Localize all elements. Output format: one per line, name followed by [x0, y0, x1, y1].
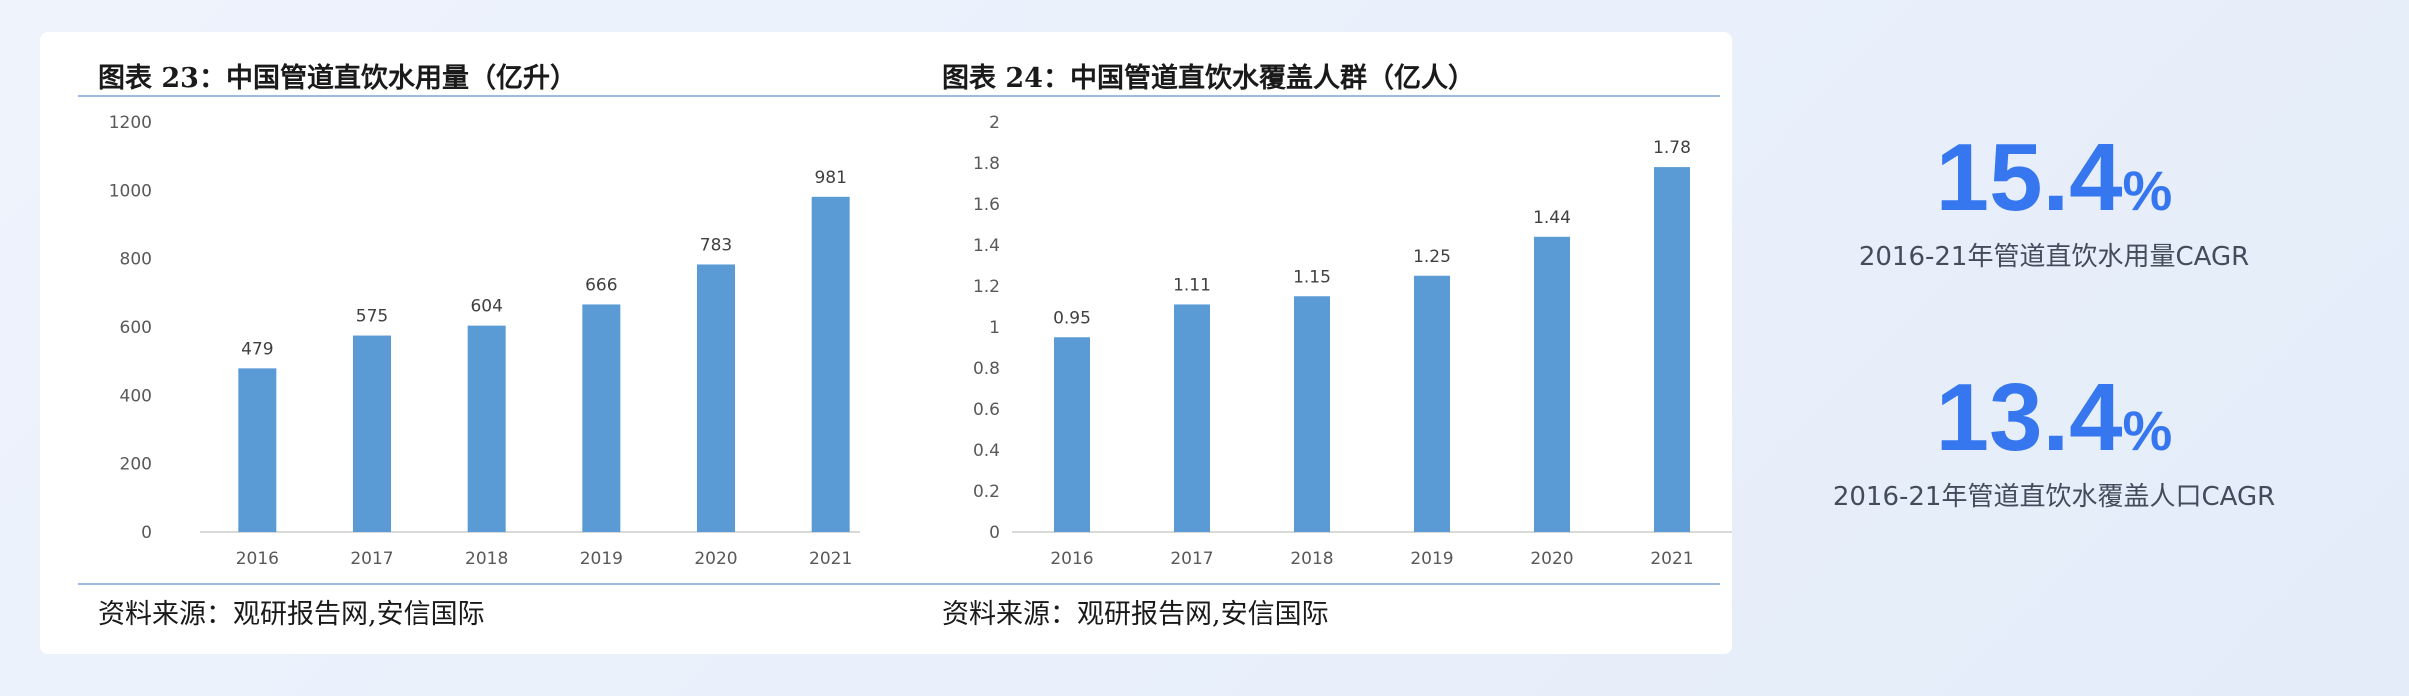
- bar: [467, 325, 506, 532]
- chart-title: 图表 24：中国管道直饮水覆盖人群（亿人）: [942, 63, 1475, 94]
- bar: [697, 264, 735, 532]
- bar: [582, 304, 621, 532]
- data-label: 575: [356, 307, 388, 327]
- chart-svg: 0 0.2 0.4 0.6 0.8 1 1.2 1.4 1.6 1.8 2 0.95 2016 1.11 2…: [860, 95, 1732, 585]
- y-tick-label: 1.6: [973, 195, 1000, 215]
- bar: [1414, 275, 1450, 532]
- y-tick-label: 400: [120, 386, 152, 406]
- x-tick-label: 2018: [1290, 549, 1333, 569]
- chart-water-usage: 图表 23：中国管道直饮水用量（亿升） 0 200 400 600 800 1000 120…: [40, 32, 860, 654]
- y-tick-label: 0.4: [973, 441, 1000, 461]
- y-tick-label: 0.2: [973, 482, 1000, 502]
- x-tick-label: 2019: [580, 549, 623, 569]
- y-tick-label: 600: [120, 318, 152, 338]
- bar: [1174, 304, 1210, 532]
- bar: [353, 335, 391, 532]
- bar: [1054, 337, 1090, 532]
- y-tick-label: 1.8: [973, 154, 1000, 174]
- x-tick-label: 2019: [1410, 549, 1453, 569]
- data-label: 1.11: [1173, 275, 1211, 295]
- stat-label: 2016-21年管道直饮水用量CAGR: [1858, 242, 2250, 272]
- x-tick-label: 2020: [1530, 549, 1573, 569]
- x-tick-label: 2017: [350, 549, 393, 569]
- y-tick-label: 0: [141, 523, 152, 543]
- bar: [238, 368, 277, 532]
- data-label: 1.15: [1293, 267, 1331, 287]
- y-tick-label: 1: [989, 318, 1000, 338]
- stat-value: 13.4%: [1935, 364, 2173, 471]
- bar: [1294, 296, 1330, 532]
- y-tick-label: 800: [120, 250, 152, 270]
- data-label: 479: [241, 339, 273, 359]
- bar: [811, 196, 850, 532]
- x-tick-label: 2021: [809, 549, 852, 569]
- x-tick-label: 2016: [236, 549, 279, 569]
- y-tick-label: 2: [989, 113, 1000, 133]
- x-tick-label: 2016: [1050, 549, 1093, 569]
- data-label: 1.78: [1653, 138, 1691, 158]
- data-label: 666: [585, 275, 617, 295]
- stat-value: 15.4%: [1935, 124, 2173, 231]
- data-label: 604: [470, 297, 502, 317]
- y-tick-label: 1.4: [973, 236, 1000, 256]
- bar: [1534, 236, 1570, 533]
- data-label: 1.25: [1413, 247, 1451, 267]
- y-tick-label: 1000: [109, 181, 152, 201]
- chart-source: 资料来源：观研报告网,安信国际: [942, 599, 1329, 630]
- data-label: 0.95: [1053, 308, 1091, 328]
- data-label: 981: [814, 168, 846, 188]
- chart-svg: 0 200 400 600 800 1000 1200 479 2016 575 2017 604 20…: [78, 95, 860, 585]
- chart-title: 图表 23：中国管道直饮水用量（亿升）: [98, 63, 577, 94]
- y-tick-label: 0.8: [973, 359, 1000, 379]
- stat-usage-cagr: 15.4% 2016-21年管道直饮水用量CAGR: [1754, 130, 2354, 273]
- chart-source: 资料来源：观研报告网,安信国际: [98, 599, 485, 630]
- bar: [1654, 167, 1690, 532]
- y-tick-label: 1.2: [973, 277, 1000, 297]
- y-tick-label: 0.6: [973, 400, 1000, 420]
- y-tick-label: 0: [989, 523, 1000, 543]
- y-tick-label: 200: [120, 455, 152, 475]
- data-label: 1.44: [1533, 208, 1571, 228]
- x-tick-label: 2018: [465, 549, 508, 569]
- charts-panel: 图表 23：中国管道直饮水用量（亿升） 0 200 400 600 800 1000 120…: [40, 32, 1732, 654]
- chart-coverage-population: 图表 24：中国管道直饮水覆盖人群（亿人） 0 0.2 0.4 0.6 0.8 1 1.2 1…: [860, 32, 1732, 654]
- data-label: 783: [700, 235, 732, 255]
- x-tick-label: 2017: [1170, 549, 1213, 569]
- stat-label: 2016-21年管道直饮水覆盖人口CAGR: [1832, 482, 2276, 512]
- stat-coverage-cagr: 13.4% 2016-21年管道直饮水覆盖人口CAGR: [1754, 370, 2354, 513]
- x-tick-label: 2020: [694, 549, 737, 569]
- y-tick-label: 1200: [109, 113, 152, 133]
- x-tick-label: 2021: [1650, 549, 1693, 569]
